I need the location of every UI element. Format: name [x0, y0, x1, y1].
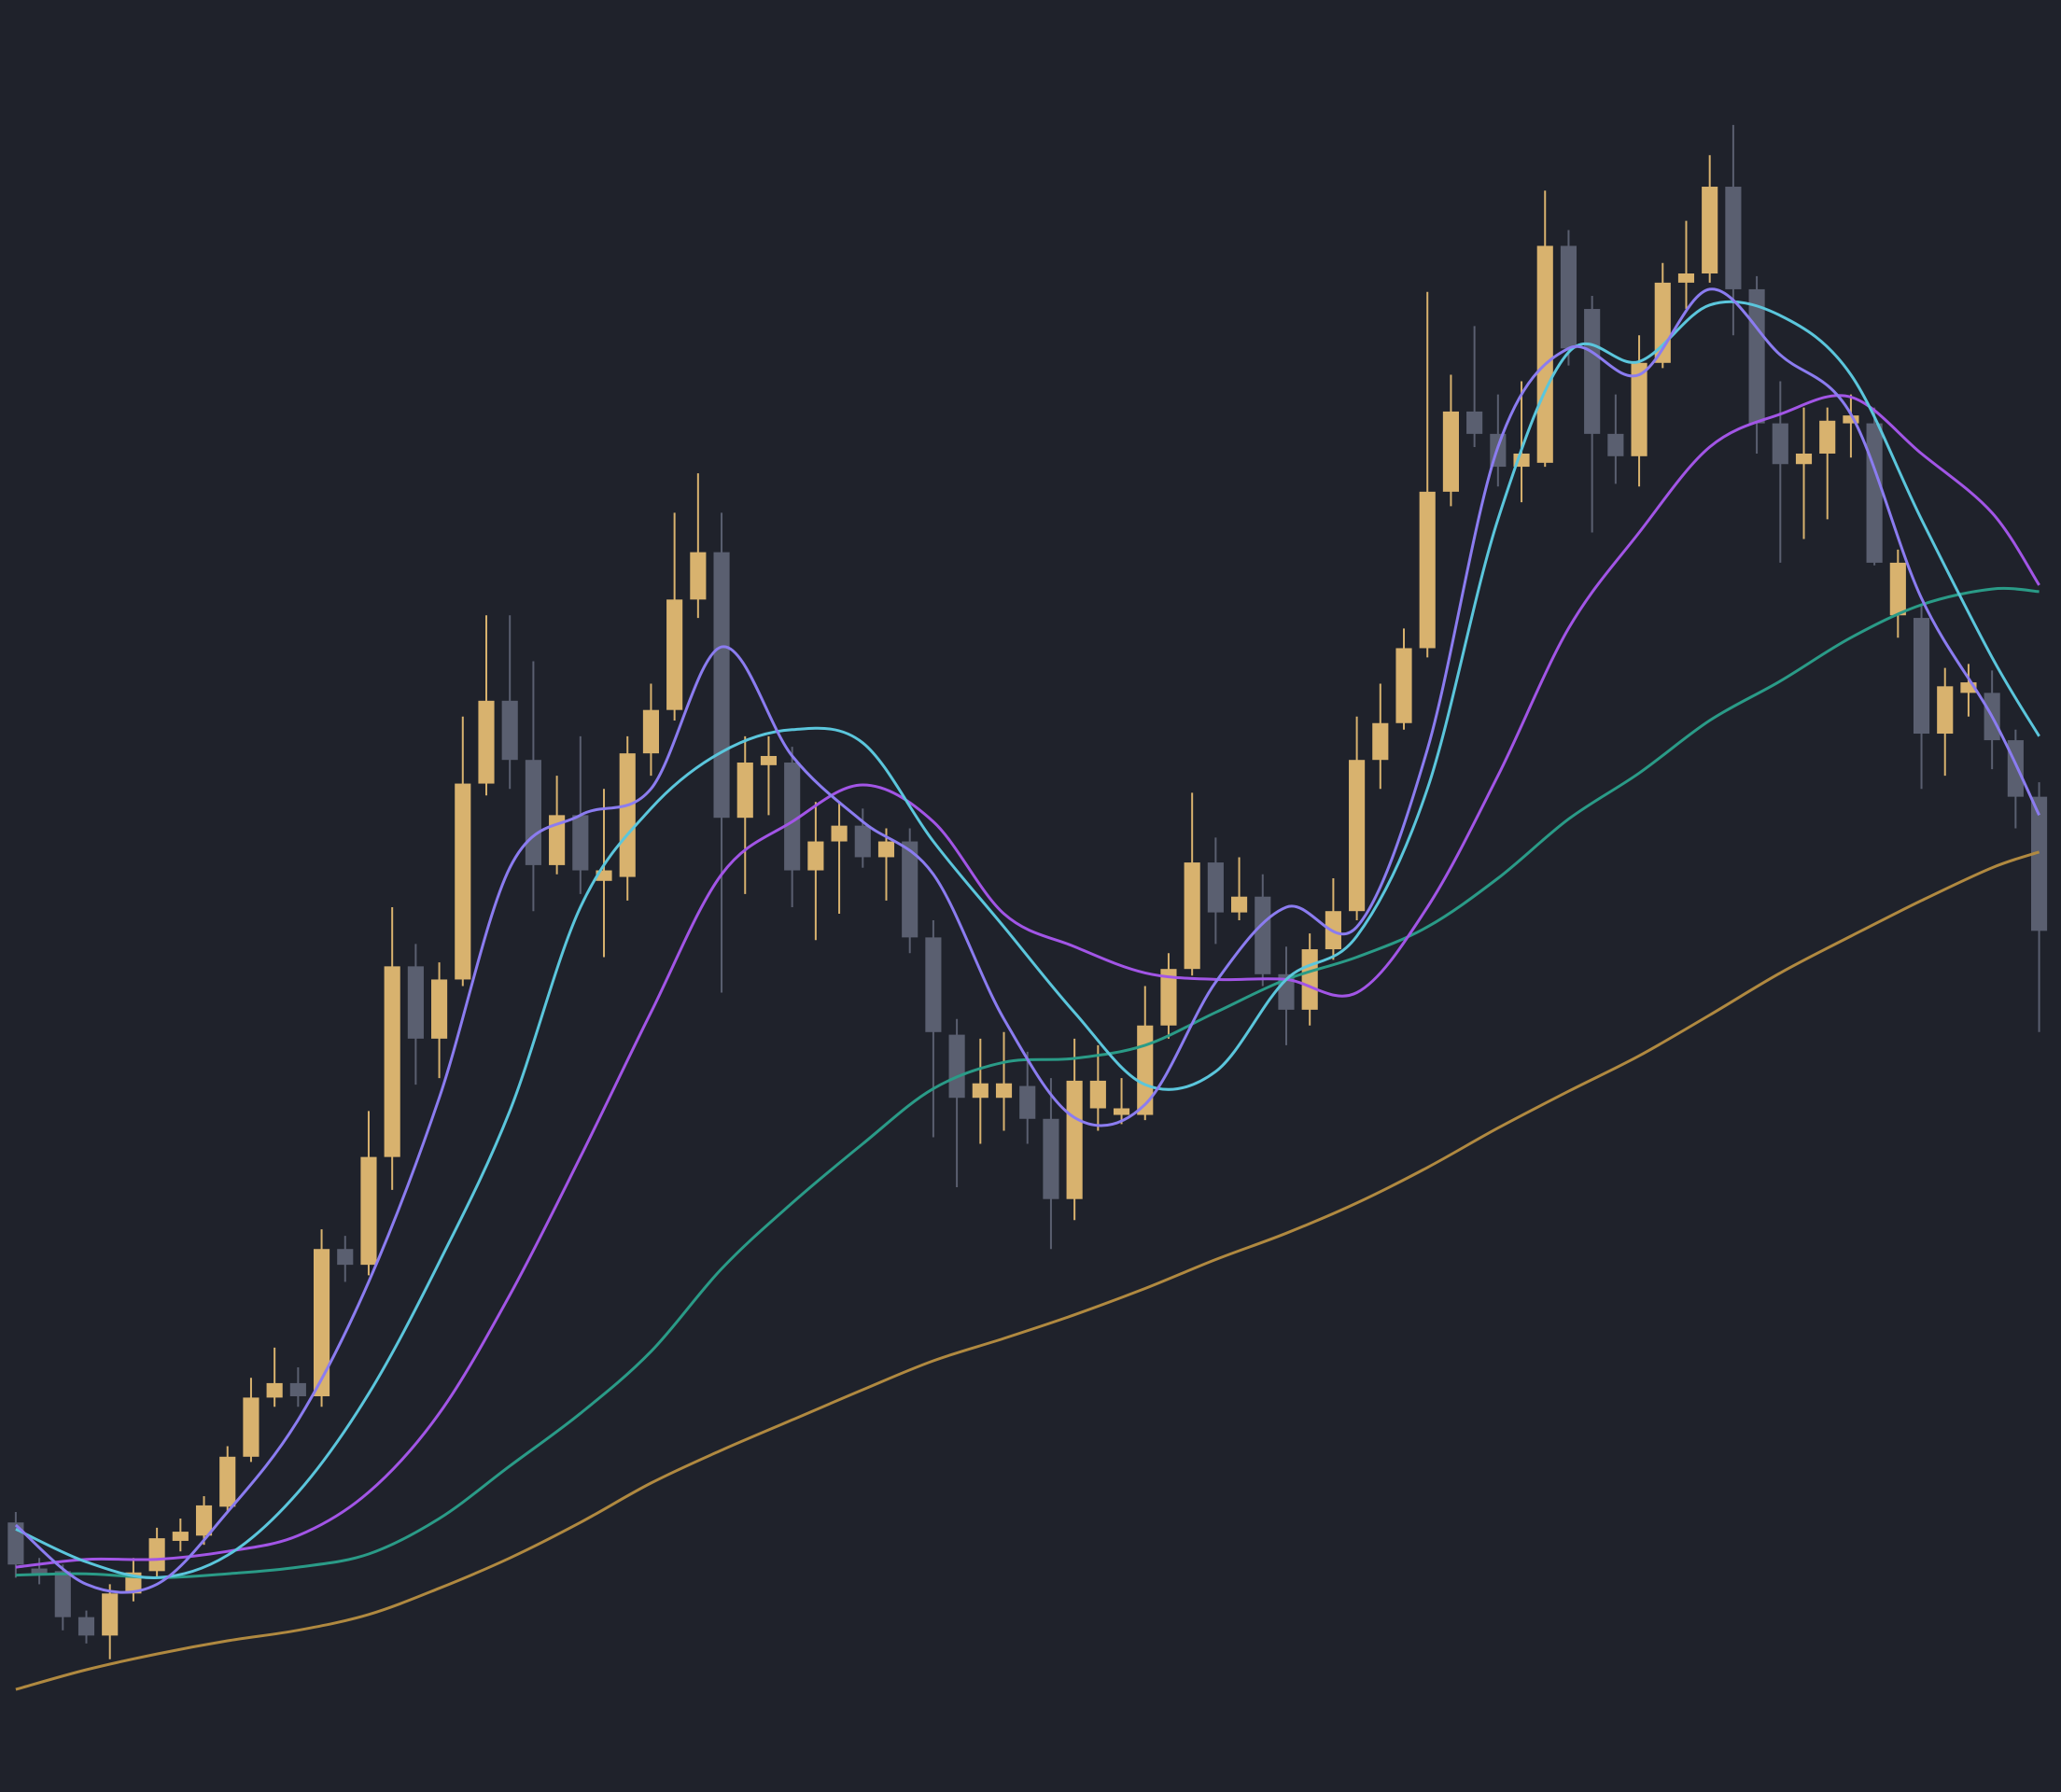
- moving-average-line: [15, 394, 2040, 1569]
- candle-body: [2007, 740, 2024, 797]
- candle-body: [1866, 423, 1883, 563]
- candle-body: [1795, 453, 1813, 465]
- candle-body: [1066, 1080, 1083, 1199]
- candle-body: [1137, 1025, 1154, 1115]
- candle-body: [1184, 862, 1200, 970]
- moving-average-line: [15, 850, 2040, 1691]
- candle-body: [7, 1522, 24, 1565]
- candle-body: [572, 815, 589, 871]
- moving-average-line: [15, 300, 2040, 1579]
- candle-body: [1442, 411, 1459, 492]
- candle-body: [1043, 1118, 1059, 1199]
- candle-body: [1466, 411, 1483, 434]
- candle-body: [478, 700, 495, 784]
- candle-body: [995, 1083, 1013, 1099]
- candle-body: [195, 1505, 213, 1536]
- candle-body: [807, 841, 824, 871]
- candle-body: [972, 1083, 988, 1099]
- candle-body: [1536, 245, 1553, 463]
- candle-body: [172, 1532, 189, 1541]
- candle-body: [1113, 1108, 1130, 1115]
- candle-body: [384, 966, 400, 1157]
- candle-body: [1395, 648, 1412, 723]
- candle-body: [31, 1568, 48, 1575]
- moving-average-line: [14, 287, 2040, 1594]
- candle-body: [1231, 896, 1248, 913]
- candle-body: [431, 979, 448, 1039]
- candle-body: [784, 763, 801, 871]
- candle-body: [455, 783, 471, 980]
- candle-body: [360, 1156, 377, 1266]
- candle-body: [1772, 423, 1788, 465]
- candle-body: [1419, 491, 1436, 649]
- candle-body: [549, 815, 566, 865]
- candle-body: [642, 709, 660, 754]
- candle-body: [337, 1249, 354, 1266]
- candle-body: [1702, 187, 1718, 274]
- candle-body: [1937, 686, 1954, 735]
- candle-body: [1560, 245, 1577, 349]
- candle-body: [1089, 1080, 1106, 1109]
- candle-body: [501, 700, 518, 761]
- candle-body: [313, 1249, 330, 1396]
- candle-body: [148, 1538, 165, 1572]
- candle-body: [948, 1034, 965, 1099]
- candle-body: [1372, 722, 1389, 761]
- candle-body: [525, 760, 541, 865]
- candle-body: [690, 552, 707, 600]
- candle-body: [1819, 420, 1836, 454]
- candle-body: [760, 755, 778, 765]
- candle-body: [77, 1617, 95, 1636]
- candle-body: [266, 1382, 283, 1398]
- candle-body: [1584, 309, 1601, 434]
- candle-body: [713, 552, 730, 819]
- candle-body: [1889, 562, 1906, 616]
- candle-body: [925, 937, 942, 1032]
- candle-body: [1255, 896, 1271, 974]
- candle-body: [1913, 618, 1930, 735]
- candle-body: [666, 599, 683, 710]
- candle-body: [831, 825, 848, 842]
- candle-body: [854, 825, 871, 858]
- candle-body: [1207, 862, 1224, 913]
- candle-body: [1631, 362, 1647, 456]
- candle-body: [877, 841, 895, 858]
- candle-body: [1160, 969, 1177, 1026]
- candle-body: [1301, 949, 1318, 1010]
- candle-body: [1677, 273, 1695, 283]
- candle-body: [219, 1456, 236, 1507]
- candle-body: [902, 841, 918, 938]
- candle-body: [243, 1397, 259, 1457]
- candle-body: [407, 966, 424, 1039]
- candle-body: [54, 1571, 71, 1617]
- candle-body: [619, 753, 636, 877]
- candle-body: [102, 1593, 119, 1636]
- candle-body: [2030, 796, 2048, 931]
- candle-body: [736, 763, 753, 819]
- candle-body: [1960, 682, 1977, 693]
- candle-body: [1349, 760, 1366, 912]
- candle-body: [1725, 187, 1742, 289]
- candle-body: [1843, 415, 1859, 424]
- candle-body: [1607, 433, 1624, 456]
- candle-body: [1019, 1085, 1036, 1119]
- candle-body: [596, 870, 612, 881]
- candle-body: [289, 1382, 306, 1396]
